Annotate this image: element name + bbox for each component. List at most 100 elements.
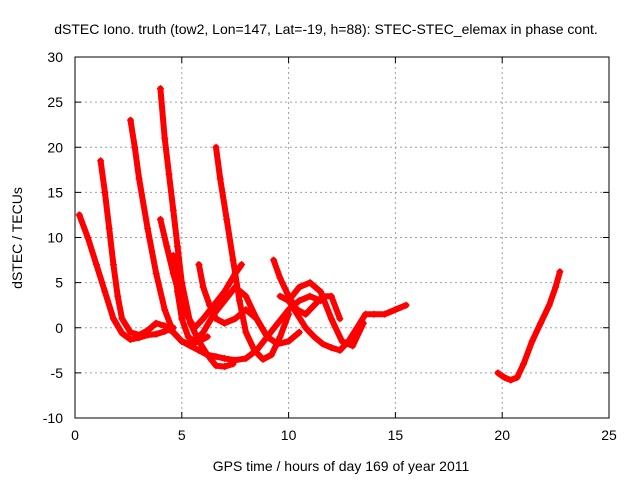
data-point-marker <box>156 215 164 223</box>
data-point-marker <box>317 288 325 296</box>
data-point-marker <box>216 175 224 183</box>
data-point-marker <box>199 315 207 323</box>
data-point-marker <box>127 328 135 336</box>
x-tick-label: 25 <box>601 427 617 443</box>
data-point-marker <box>381 310 389 318</box>
data-point-marker <box>556 268 564 276</box>
data-point-marker <box>391 306 399 314</box>
data-point-marker <box>231 315 239 323</box>
data-point-marker <box>293 310 301 318</box>
data-point-marker <box>274 319 282 327</box>
data-point-marker <box>361 310 369 318</box>
data-point-marker <box>135 175 143 183</box>
data-point-marker <box>310 301 318 309</box>
data-point-marker <box>513 373 521 381</box>
data-point-marker <box>235 297 243 305</box>
data-point-marker <box>212 362 220 370</box>
data-point-marker <box>302 310 310 318</box>
data-point-marker <box>327 292 335 300</box>
data-point-marker <box>268 351 276 359</box>
data-point-marker <box>152 330 160 338</box>
data-point-marker <box>191 324 199 332</box>
data-point-marker <box>500 373 508 381</box>
data-point-marker <box>212 143 220 151</box>
data-point-marker <box>494 369 502 377</box>
data-point-marker <box>118 329 126 337</box>
data-point-marker <box>169 206 177 214</box>
data-point-marker <box>152 270 160 278</box>
data-point-marker <box>109 315 117 323</box>
data-point-marker <box>206 301 214 309</box>
data-point-marker <box>92 261 100 269</box>
x-tick-label: 0 <box>71 427 79 443</box>
y-tick-label: 5 <box>55 275 63 291</box>
data-point-marker <box>135 331 143 339</box>
data-point-marker <box>221 319 229 327</box>
data-point-marker <box>253 315 261 323</box>
data-point-marker <box>285 297 293 305</box>
data-point-marker <box>174 288 182 296</box>
series-2 <box>97 157 186 345</box>
data-point-marker <box>131 143 139 151</box>
data-point-marker <box>295 283 303 291</box>
data-point-marker <box>402 301 410 309</box>
data-point-marker <box>101 188 109 196</box>
data-point-marker <box>186 342 194 350</box>
data-point-marker <box>338 337 346 345</box>
data-point-marker <box>199 283 207 291</box>
data-point-marker <box>242 354 250 362</box>
data-point-marker <box>242 328 250 336</box>
data-point-marker <box>229 256 237 264</box>
axis-ticks: 0 5 10 15 20 25 -10 -5 0 5 10 15 20 25 30 <box>43 49 617 443</box>
series-line <box>285 279 367 349</box>
data-point-marker <box>165 170 173 178</box>
x-axis-label: GPS time / hours of day 169 of year 2011 <box>213 458 470 474</box>
data-point-marker <box>144 224 152 232</box>
data-point-marker <box>310 333 318 341</box>
data-point-marker <box>84 234 92 241</box>
data-point-marker <box>336 315 344 323</box>
x-tick-label: 20 <box>494 427 510 443</box>
y-tick-label: -5 <box>51 365 64 381</box>
data-point-marker <box>327 315 335 323</box>
data-point-marker <box>169 328 177 336</box>
data-point-marker <box>302 324 310 332</box>
data-point-marker <box>97 157 105 165</box>
data-point-marker <box>295 297 303 305</box>
data-point-marker <box>537 319 545 327</box>
grid <box>75 57 609 418</box>
data-series <box>75 85 564 384</box>
data-point-marker <box>203 351 211 359</box>
series-line <box>170 252 271 345</box>
series-10 <box>270 256 344 323</box>
data-point-marker <box>75 211 83 219</box>
data-point-marker <box>221 288 229 296</box>
data-point-marker <box>191 337 199 345</box>
data-point-marker <box>163 243 171 251</box>
data-point-marker <box>161 322 169 330</box>
data-point-marker <box>152 319 160 327</box>
data-point-marker <box>221 363 229 371</box>
data-point-marker <box>285 337 293 345</box>
data-point-marker <box>101 288 109 296</box>
data-point-marker <box>203 333 211 341</box>
data-point-marker <box>370 310 378 318</box>
data-point-marker <box>169 252 177 260</box>
data-point-marker <box>359 319 367 327</box>
data-point-marker <box>270 256 278 264</box>
data-point-marker <box>528 337 536 345</box>
y-axis-label: dSTEC / TECUs <box>9 187 25 289</box>
data-point-marker <box>118 315 126 323</box>
data-point-marker <box>242 292 250 300</box>
data-point-marker <box>221 297 229 305</box>
data-point-marker <box>178 337 186 345</box>
data-point-marker <box>212 353 220 361</box>
x-tick-label: 10 <box>281 427 297 443</box>
series-12 <box>285 279 367 350</box>
y-tick-label: 30 <box>47 49 63 65</box>
data-point-marker <box>221 354 229 362</box>
chart-title: dSTEC Iono. truth (tow2, Lon=147, Lat=-1… <box>54 21 598 37</box>
series-8 <box>212 143 293 363</box>
data-point-marker <box>223 215 231 223</box>
